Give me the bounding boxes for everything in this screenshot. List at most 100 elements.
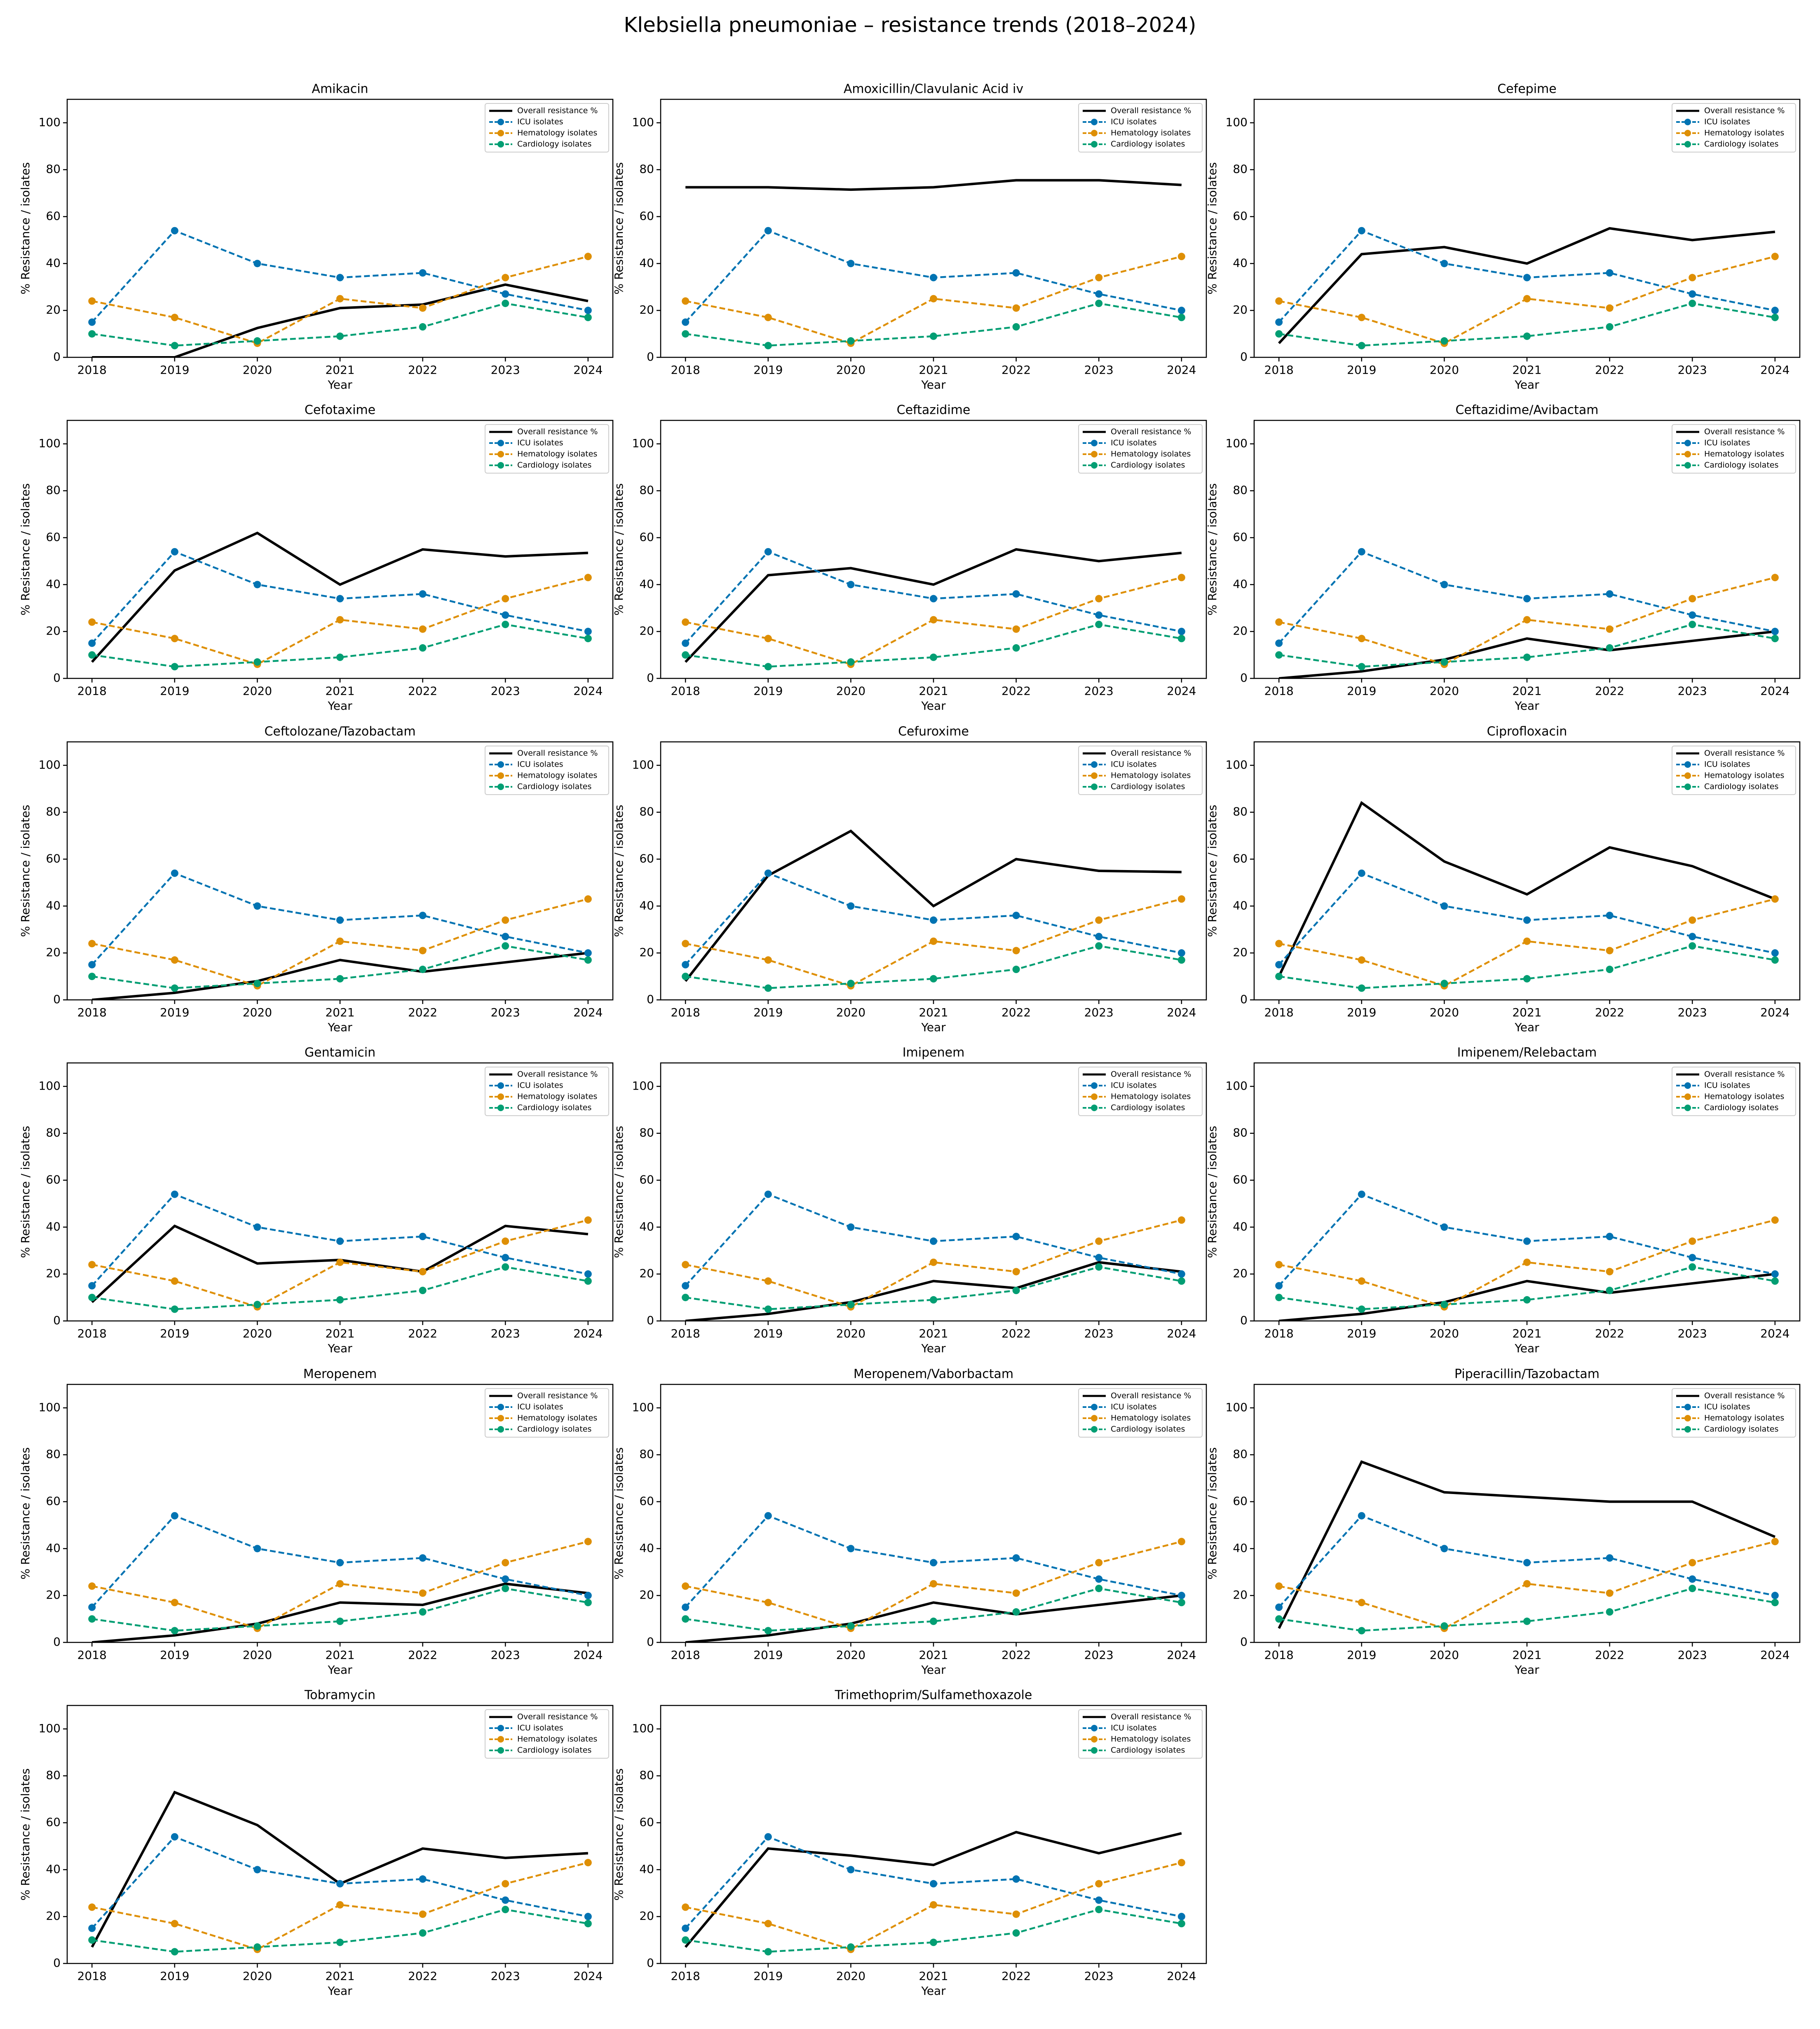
subplot-title: Tobramycin (304, 1688, 375, 1703)
series-layer (1275, 801, 1779, 992)
y-tick-label: 20 (639, 1267, 654, 1280)
data-point (764, 1277, 772, 1285)
series-line (1278, 227, 1775, 344)
x-tick-label: 2023 (1678, 1327, 1707, 1340)
data-point (847, 1301, 855, 1309)
axes-frame (660, 741, 1207, 1001)
legend-label: ICU isolates (1704, 439, 1750, 448)
data-point (336, 1237, 344, 1245)
data-point (1689, 1263, 1696, 1271)
data-point (171, 1920, 178, 1928)
x-tick-label: 2021 (1512, 1327, 1541, 1340)
data-point (1606, 323, 1614, 331)
subplot-title: Meropenem/Vaborbactam (854, 1367, 1013, 1382)
data-point (1275, 1615, 1283, 1623)
y-tick-label: 60 (46, 1494, 61, 1508)
legend-label: ICU isolates (1704, 1081, 1750, 1090)
x-tick-label: 2018 (671, 1969, 700, 1983)
data-point (88, 618, 96, 626)
data-point (1177, 949, 1185, 957)
y-tick-label: 0 (647, 1314, 654, 1327)
y-tick-label: 60 (46, 530, 61, 544)
subplot: Gentamicin 0 20 40 60 80 100 2018 2019 2020 2021 20… (19, 1046, 614, 1355)
x-axis-label: Year (921, 1020, 946, 1034)
x-axis-label: Year (1514, 1342, 1539, 1355)
y-tick-label: 80 (639, 162, 654, 176)
subplot-title: Cefuroxime (898, 725, 969, 739)
legend-marker (1684, 1404, 1691, 1410)
data-point (764, 1920, 772, 1928)
data-point (584, 314, 592, 321)
subplot: Tobramycin 0 20 40 60 80 100 2018 2019 2020 2021 20… (19, 1688, 614, 1998)
legend: Overall resistance % ICU isolates Hematolo… (1078, 746, 1203, 795)
data-point (336, 1296, 344, 1304)
x-tick-label: 2018 (671, 363, 700, 377)
x-tick-label: 2022 (408, 1006, 437, 1019)
data-point (1358, 227, 1365, 235)
data-point (584, 628, 592, 636)
data-point (1689, 1254, 1696, 1262)
y-tick-label: 100 (39, 115, 61, 129)
data-point (502, 595, 509, 603)
legend-label: ICU isolates (517, 1724, 563, 1733)
data-point (764, 1948, 772, 1956)
x-tick-label: 2019 (160, 363, 189, 377)
series-layer (1275, 1460, 1779, 1635)
legend-label: ICU isolates (517, 1403, 563, 1412)
legend-box (485, 103, 609, 152)
x-tick-label: 2018 (77, 1648, 107, 1662)
data-point (419, 966, 427, 973)
data-point (88, 940, 96, 948)
legend-box (1672, 103, 1796, 152)
x-tick-label: 2019 (1347, 1327, 1376, 1340)
y-tick-label: 80 (639, 1769, 654, 1782)
data-point (584, 956, 592, 964)
data-point (1689, 942, 1696, 950)
series-layer (682, 1512, 1185, 1642)
y-tick-label: 80 (46, 805, 61, 819)
x-axis-label: Year (1514, 699, 1539, 713)
data-point (584, 949, 592, 957)
x-tick-label: 2022 (408, 1327, 437, 1340)
data-point (1012, 912, 1020, 920)
y-tick-label: 0 (647, 671, 654, 685)
data-point (1771, 1538, 1779, 1546)
series-line (685, 1261, 1182, 1321)
data-point (1358, 314, 1365, 321)
data-point (1012, 1233, 1020, 1241)
data-point (502, 1559, 509, 1567)
legend-marker (1684, 1082, 1691, 1089)
data-point (1177, 895, 1185, 903)
data-point (336, 1559, 344, 1567)
x-axis-label: Year (921, 1342, 946, 1355)
data-point (419, 1875, 427, 1883)
y-axis-label: % Resistance / isolates (19, 162, 32, 295)
data-point (1275, 961, 1283, 969)
data-point (1275, 1282, 1283, 1290)
data-point (584, 1277, 592, 1285)
x-tick-label: 2023 (491, 1969, 520, 1983)
data-point (584, 1216, 592, 1224)
legend: Overall resistance % ICU isolates Hematolo… (1672, 424, 1796, 474)
x-axis-label: Year (1514, 1020, 1539, 1034)
subplot-title: Ceftolozane/Tazobactam (264, 725, 415, 739)
x-tick-label: 2023 (1084, 1006, 1114, 1019)
x-tick-label: 2023 (1084, 1969, 1114, 1983)
data-point (1689, 595, 1696, 603)
data-point (1095, 933, 1103, 941)
data-point (1177, 1599, 1185, 1607)
legend-label: Cardiology isolates (517, 782, 591, 791)
legend-label: Cardiology isolates (1704, 1425, 1778, 1434)
data-point (336, 295, 344, 303)
y-tick-label: 20 (1233, 1267, 1248, 1280)
data-point (336, 1580, 344, 1588)
data-point (764, 984, 772, 992)
legend-marker (1684, 761, 1691, 768)
x-tick-label: 2022 (408, 1648, 437, 1662)
x-tick-label: 2022 (408, 684, 437, 698)
y-tick-label: 0 (1240, 350, 1248, 364)
data-point (1012, 966, 1020, 973)
data-point (764, 1599, 772, 1607)
data-point (88, 639, 96, 647)
